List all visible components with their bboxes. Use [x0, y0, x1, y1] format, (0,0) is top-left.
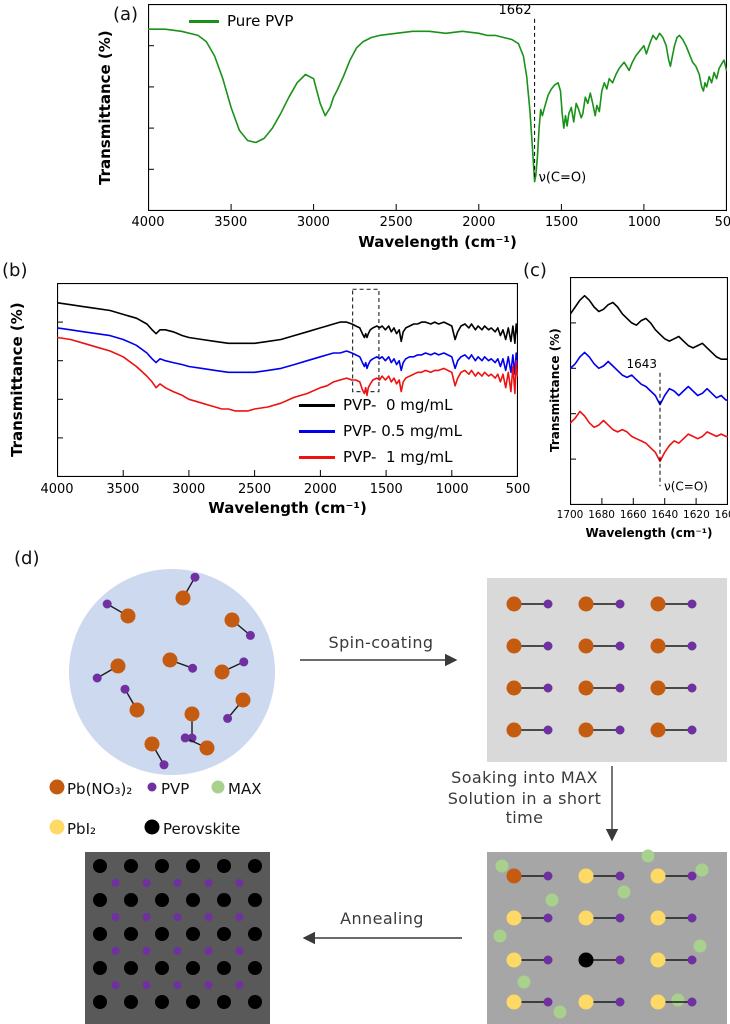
legend-line-swatch [299, 455, 335, 459]
panel-c-label: (c) [523, 260, 547, 281]
tick-label: 2500 [379, 215, 413, 230]
tick-label: 3000 [172, 482, 206, 497]
svg-text:1662: 1662 [499, 4, 532, 18]
legend-item: PVP- 0.5 mg/mL [299, 418, 462, 444]
tick-label: 1680 [588, 509, 615, 521]
panel-b-ylabel: Transmittance (%) [8, 302, 26, 458]
panel-c-xticks: 1700 1680 1660 1640 1620 1600 [557, 509, 730, 525]
legend-label-pvp: PVP [161, 780, 190, 798]
legend-line-swatch [299, 429, 335, 433]
annealing-arrow-label: Annealing [340, 909, 424, 928]
soaking-arrow-label-line1: Soaking into MAX [451, 768, 598, 787]
panel-c-xlabel: Wavelength (cm⁻¹) [585, 526, 713, 540]
tick-label: 1660 [619, 509, 647, 521]
tick-label: 3500 [106, 482, 140, 497]
process-diagram [49, 569, 727, 1024]
legend-label: PVP- 1 mg/mL [343, 448, 453, 466]
legend-line-swatch [299, 403, 335, 407]
legend-label-max: MAX [228, 780, 262, 798]
tick-label: 1620 [683, 509, 710, 521]
svg-text:ν(C=O): ν(C=O) [539, 171, 587, 186]
tick-label: 1640 [651, 509, 679, 521]
spin-coating-arrow-label: Spin-coating [328, 633, 434, 652]
legend-label-perovskite: Perovskite [163, 820, 241, 838]
tick-label: 2500 [238, 482, 272, 497]
spectrum-panel-b [57, 283, 518, 477]
tick-label: 1000 [627, 215, 661, 230]
tick-label: 3000 [296, 215, 330, 230]
panel-a-xticks: 4000 3500 3000 2500 2000 1500 1000 500 [131, 215, 730, 231]
panel-b-label: (b) [2, 260, 28, 281]
tick-label: 500 [505, 482, 531, 497]
panel-a-label: (a) [113, 4, 139, 25]
panel-b-xlabel: Wavelength (cm⁻¹) [208, 499, 367, 517]
tick-label: 1000 [435, 482, 469, 497]
tick-label: 3500 [214, 215, 248, 230]
legend-line-swatch [189, 19, 219, 23]
tick-label: 2000 [303, 482, 337, 497]
svg-text:ν(C=O): ν(C=O) [664, 479, 708, 493]
tick-label: 4000 [131, 215, 165, 230]
soaking-arrow-label-line2: Solution in a short time [447, 789, 602, 827]
tick-label: 4000 [40, 482, 74, 497]
legend-label: Pure PVP [227, 12, 294, 30]
spectrum-panel-a: 1662 ν(C=O) [148, 4, 727, 211]
legend-label-pbi2: PbI₂ [67, 820, 97, 838]
panel-b-xticks: 4000 3500 3000 2500 2000 1500 1000 500 [40, 482, 530, 498]
legend-label-pbno32: Pb(NO₃)₂ [67, 780, 133, 798]
panel-a-xlabel: Wavelength (cm⁻¹) [358, 233, 517, 251]
tick-label: 1700 [556, 509, 584, 521]
legend-label: PVP- 0.5 mg/mL [343, 422, 462, 440]
tick-label: 500 [714, 215, 730, 230]
tick-label: 1500 [545, 215, 579, 230]
legend-item: PVP- 1 mg/mL [299, 444, 462, 470]
panel-b-legend: PVP- 0 mg/mL PVP- 0.5 mg/mL PVP- 1 mg/mL [299, 392, 462, 470]
legend-label: PVP- 0 mg/mL [343, 396, 453, 414]
tick-label: 2000 [462, 215, 496, 230]
panel-d-label: (d) [14, 548, 40, 569]
panel-c-ylabel: Transmittance (%) [548, 328, 562, 453]
tick-label: 1600 [714, 509, 730, 521]
panel-a-ylabel: Transmittance (%) [96, 30, 114, 185]
tick-label: 1500 [369, 482, 403, 497]
panel-a-legend: Pure PVP [189, 12, 293, 30]
svg-text:1643: 1643 [626, 357, 657, 371]
legend-item: PVP- 0 mg/mL [299, 392, 462, 418]
spectrum-panel-c: 1643 ν(C=O) [570, 277, 728, 505]
